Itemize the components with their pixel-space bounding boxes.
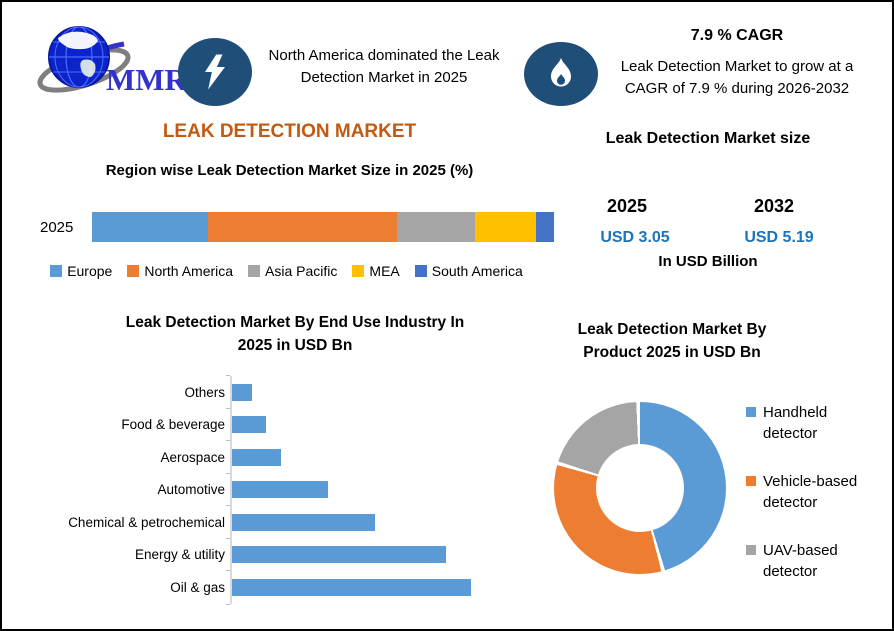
- globe-swoosh-icon: [37, 26, 131, 93]
- end-use-bar: [232, 513, 375, 531]
- region-bar-segment-europe: [92, 212, 208, 242]
- end-use-category-label: Oil & gas: [170, 579, 225, 595]
- legend-swatch-icon: [127, 265, 140, 277]
- end-use-bar: [232, 448, 282, 466]
- legend-item-mea: MEA: [352, 263, 400, 279]
- legend-item-asia-pacific: Asia Pacific: [248, 263, 337, 279]
- legend-label: Europe: [67, 263, 113, 279]
- headline-text: North America dominated the Leak Detecti…: [268, 47, 500, 86]
- flame-badge: [524, 42, 598, 106]
- region-stacked-bar: [92, 212, 555, 242]
- end-use-row-food-beverage: Food & beverage: [38, 407, 518, 441]
- product-legend-label: Handheld detector: [763, 404, 828, 442]
- end-use-category-label: Automotive: [157, 482, 225, 498]
- end-use-row-aerospace: Aerospace: [38, 440, 518, 474]
- end-use-bar: [232, 383, 252, 401]
- end-use-bar-track: [226, 570, 510, 604]
- end-use-bar-chart: Others Food & beverage Aerospace Automotive…: [38, 375, 518, 604]
- end-use-row-oil-gas: Oil & gas: [38, 570, 518, 604]
- product-legend: Handheld detector Vehicle-based detector U…: [746, 402, 872, 609]
- market-size-unit: In USD Billion: [658, 253, 758, 270]
- product-chart-title: Leak Detection Market By Product 2025 in…: [547, 318, 797, 365]
- end-use-row-others: Others: [38, 375, 518, 409]
- cagr-title: 7.9 % CAGR: [690, 27, 784, 44]
- product-legend-item-vehicle-based-detector: Vehicle-based detector: [746, 471, 872, 513]
- product-legend-label: UAV-based detector: [763, 542, 838, 580]
- legend-swatch-icon: [352, 265, 365, 277]
- product-legend-item-uav-based-detector: UAV-based detector: [746, 540, 872, 582]
- legend-swatch-icon: [248, 265, 261, 277]
- legend-swatch-icon: [746, 545, 756, 555]
- end-use-row-automotive: Automotive: [38, 472, 518, 506]
- legend-label: Asia Pacific: [265, 263, 338, 279]
- legend-label: MEA: [369, 263, 400, 279]
- region-bar-category-label: 2025: [40, 219, 74, 236]
- legend-swatch-icon: [414, 265, 427, 277]
- legend-label: South America: [431, 263, 523, 279]
- lightning-badge: [178, 38, 252, 106]
- market-size-year-end: 2032: [753, 196, 795, 216]
- legend-item-south-america: South America: [414, 263, 523, 279]
- product-donut-chart: [554, 402, 726, 574]
- end-use-bar-track: [226, 407, 510, 441]
- end-use-category-label: Aerospace: [160, 449, 225, 465]
- end-use-row-energy-utility: Energy & utility: [38, 537, 518, 571]
- legend-item-europe: Europe: [50, 263, 112, 279]
- end-use-row-chemical-petrochemical: Chemical & petrochemical: [38, 505, 518, 539]
- end-use-category-label: Others: [184, 384, 225, 400]
- end-use-category-label: Food & beverage: [121, 417, 225, 433]
- region-chart-title: Region wise Leak Detection Market Size i…: [105, 162, 474, 179]
- lightning-icon: [205, 54, 225, 90]
- legend-item-north-america: North America: [127, 263, 233, 279]
- end-use-bar: [232, 578, 472, 596]
- end-use-bar: [232, 416, 267, 434]
- end-use-category-label: Chemical & petrochemical: [68, 514, 225, 530]
- product-legend-item-handheld-detector: Handheld detector: [746, 402, 872, 444]
- cagr-text: Leak Detection Market to grow at a CAGR …: [620, 58, 854, 97]
- legend-label: North America: [144, 263, 234, 279]
- market-size-value-start: USD 3.05: [600, 229, 670, 246]
- legend-swatch-icon: [50, 265, 63, 277]
- end-use-bar: [232, 546, 447, 564]
- end-use-bar-track: [226, 505, 510, 539]
- product-legend-label: Vehicle-based detector: [763, 473, 858, 511]
- legend-swatch-icon: [746, 476, 756, 486]
- flame-icon: [551, 57, 571, 87]
- end-use-bar-track: [226, 375, 510, 409]
- product-chart-title-line1: Leak Detection Market By: [577, 321, 767, 338]
- region-bar-segment-north-america: [207, 212, 397, 242]
- end-use-chart-title-line1: Leak Detection Market By End Use Industr…: [125, 314, 465, 331]
- end-use-bar-track: [226, 472, 510, 506]
- logo-text: MMR: [106, 62, 186, 97]
- cagr-block: 7.9 % CAGR Leak Detection Market to grow…: [608, 27, 866, 100]
- product-chart-title-line2: Product 2025 in USD Bn: [583, 344, 761, 362]
- market-size-year-start: 2025: [606, 196, 648, 216]
- legend-swatch-icon: [746, 407, 756, 417]
- market-size-title: Leak Detection Market size: [605, 130, 811, 147]
- end-use-chart-title: Leak Detection Market By End Use Industr…: [30, 311, 560, 358]
- market-size-value-end: USD 5.19: [744, 229, 814, 246]
- region-bar-segment-mea: [475, 212, 536, 242]
- end-use-chart-title-line2: 2025 in USD Bn: [237, 337, 353, 355]
- donut-hole: [596, 444, 684, 532]
- end-use-bar: [232, 481, 329, 499]
- region-bar-segment-south-america: [535, 212, 555, 242]
- region-bar-segment-asia-pacific: [396, 212, 476, 242]
- mmr-logo: MMR: [37, 26, 186, 97]
- page-title: LEAK DETECTION MARKET: [162, 121, 417, 142]
- region-legend: Europe North America Asia Pacific MEA South …: [14, 263, 559, 279]
- end-use-category-label: Energy & utility: [134, 547, 225, 563]
- end-use-bar-track: [226, 537, 510, 571]
- end-use-bar-track: [226, 440, 510, 474]
